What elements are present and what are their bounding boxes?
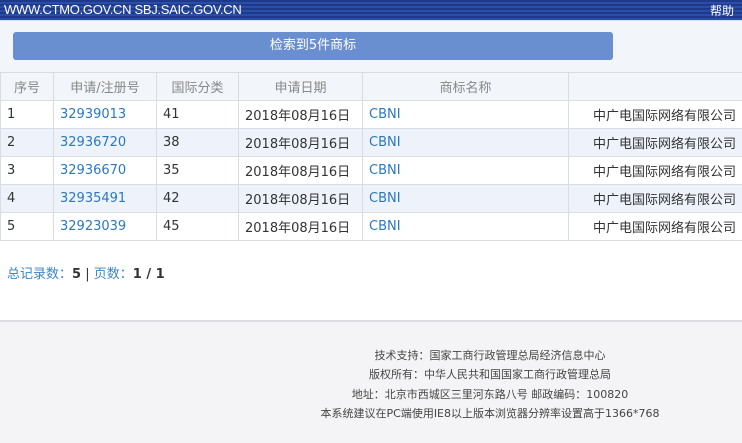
result-count-button[interactable]: 检索到5件商标: [13, 32, 613, 60]
cell-date: 2018年08月16日: [238, 128, 363, 157]
table-header: 序号 申请/注册号 国际分类 申请日期 商标名称: [0, 72, 742, 101]
cell-date: 2018年08月16日: [238, 156, 363, 185]
total-value: 5: [72, 267, 82, 282]
results-table: 序号 申请/注册号 国际分类 申请日期 商标名称 1 32939013 41 2018…: [0, 72, 742, 241]
footer-address: 地址：北京市西城区三里河东路八号 邮政编码：100820: [351, 388, 629, 401]
cell-class: 35: [156, 156, 239, 185]
table-row: 3 32936670 35 2018年08月16日 CBNI 中广电国际网络有限公司: [0, 156, 742, 185]
cell-index: 1: [0, 100, 54, 129]
pages-value: 1 / 1: [132, 267, 165, 282]
cell-reg-number[interactable]: 32936720: [53, 128, 157, 157]
cell-class: 41: [156, 100, 239, 129]
cell-applicant: 中广电国际网络有限公司: [568, 128, 742, 157]
cell-date: 2018年08月16日: [238, 212, 363, 241]
footer-browser-note: 本系统建议在PC端使用IE8以上版本浏览器分辨率设置高于1366*768: [320, 407, 660, 420]
cell-class: 45: [156, 212, 239, 241]
cell-index: 5: [0, 212, 54, 241]
pagination-summary: 总记录数：5 | 页数：1 / 1: [7, 263, 165, 282]
cell-index: 2: [0, 128, 54, 157]
footer-copyright: 版权所有：中华人民共和国国家工商行政管理总局: [369, 368, 611, 381]
help-link[interactable]: 帮助: [709, 4, 734, 18]
cell-trademark[interactable]: CBNI: [362, 184, 569, 213]
cell-applicant: 中广电国际网络有限公司: [568, 156, 742, 185]
separator: |: [85, 267, 90, 282]
table-row: 5 32923039 45 2018年08月16日 CBNI 中广电国际网络有限公司: [0, 212, 742, 241]
cell-class: 38: [156, 128, 239, 157]
table-row: 4 32935491 42 2018年08月16日 CBNI 中广电国际网络有限公司: [0, 184, 742, 213]
cell-trademark[interactable]: CBNI: [362, 156, 569, 185]
col-trademark: 商标名称: [362, 72, 569, 101]
footer: 技术支持：国家工商行政管理总局经济信息中心 版权所有：中华人民共和国国家工商行政…: [0, 320, 742, 443]
col-index: 序号: [0, 72, 54, 101]
cell-class: 42: [156, 184, 239, 213]
cell-applicant: 中广电国际网络有限公司: [568, 184, 742, 213]
col-applicant: [568, 72, 742, 101]
col-date: 申请日期: [238, 72, 363, 101]
cell-reg-number[interactable]: 32939013: [53, 100, 157, 129]
result-panel: 检索到5件商标: [0, 20, 742, 72]
cell-index: 4: [0, 184, 54, 213]
cell-reg-number[interactable]: 32935491: [53, 184, 157, 213]
total-label: 总记录数：: [7, 267, 73, 282]
cell-trademark[interactable]: CBNI: [362, 100, 569, 129]
cell-applicant: 中广电国际网络有限公司: [568, 212, 742, 241]
cell-reg-number[interactable]: 32923039: [53, 212, 157, 241]
cell-date: 2018年08月16日: [238, 184, 363, 213]
cell-reg-number[interactable]: 32936670: [53, 156, 157, 185]
col-reg-number: 申请/注册号: [53, 72, 157, 101]
table-row: 1 32939013 41 2018年08月16日 CBNI 中广电国际网络有限公司: [0, 100, 742, 129]
pages-label: 页数：: [93, 267, 133, 282]
col-class: 国际分类: [156, 72, 239, 101]
top-bar: WWW.CTMO.GOV.CN SBJ.SAIC.GOV.CN 帮助: [0, 0, 742, 20]
cell-trademark[interactable]: CBNI: [362, 212, 569, 241]
cell-date: 2018年08月16日: [238, 100, 363, 129]
table-row: 2 32936720 38 2018年08月16日 CBNI 中广电国际网络有限公司: [0, 128, 742, 157]
footer-support: 技术支持：国家工商行政管理总局经济信息中心: [374, 349, 606, 362]
site-url: WWW.CTMO.GOV.CN SBJ.SAIC.GOV.CN: [4, 2, 242, 17]
cell-applicant: 中广电国际网络有限公司: [568, 100, 742, 129]
cell-index: 3: [0, 156, 54, 185]
cell-trademark[interactable]: CBNI: [362, 128, 569, 157]
